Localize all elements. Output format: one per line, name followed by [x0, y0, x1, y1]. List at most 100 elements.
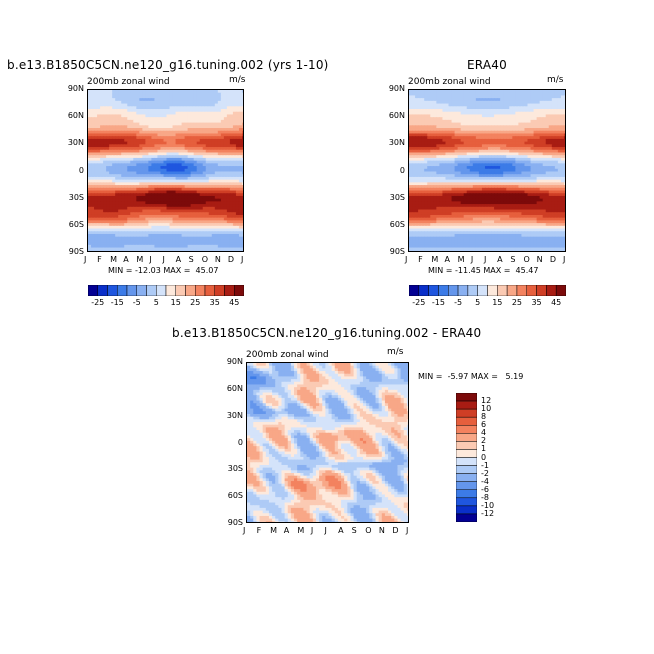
field-cell	[193, 152, 198, 156]
field-cell	[217, 250, 222, 251]
field-cell	[466, 90, 471, 94]
field-cell	[199, 149, 204, 154]
field-cell	[418, 114, 422, 118]
field-cell	[500, 147, 504, 151]
panel-era40-plot	[408, 89, 566, 252]
field-cell	[184, 228, 189, 232]
field-cell	[190, 190, 195, 194]
field-cell	[190, 163, 195, 167]
field-cell	[208, 250, 213, 251]
field-cell	[509, 128, 513, 132]
field-cell	[184, 220, 189, 224]
field-cell	[503, 106, 507, 110]
field-cell	[187, 212, 192, 216]
field-cell	[442, 100, 447, 105]
field-cell	[109, 247, 113, 251]
field-cell	[524, 119, 529, 124]
field-cell	[115, 111, 119, 116]
field-cell	[133, 239, 137, 243]
field-cell	[142, 144, 146, 148]
field-cell	[554, 122, 559, 126]
field-cell	[190, 95, 195, 99]
field-cell	[560, 133, 565, 137]
field-cell	[503, 133, 507, 137]
field-cell	[557, 138, 562, 143]
field-cell	[181, 111, 186, 116]
field-cell	[202, 157, 207, 162]
field-cell	[118, 217, 122, 221]
field-cell	[94, 223, 98, 227]
field-cell	[506, 100, 510, 105]
field-cell	[193, 166, 198, 170]
field-cell	[199, 236, 204, 241]
field-cell	[124, 190, 128, 194]
field-cell	[542, 152, 547, 156]
field-cell	[460, 152, 465, 156]
field-cell	[106, 95, 110, 99]
field-cell	[472, 125, 477, 129]
field-cell	[424, 119, 428, 124]
field-cell	[229, 163, 234, 167]
field-cell	[488, 92, 492, 97]
field-cell	[545, 179, 550, 183]
field-cell	[409, 179, 413, 183]
field-cell	[184, 147, 189, 151]
field-cell	[554, 119, 559, 124]
field-cell	[121, 201, 125, 205]
field-cell	[500, 95, 504, 99]
field-cell	[109, 117, 113, 121]
field-cell	[563, 122, 565, 126]
field-cell	[229, 201, 234, 205]
field-cell	[163, 168, 168, 173]
field-cell	[497, 125, 501, 129]
field-cell	[409, 103, 413, 107]
field-cell	[500, 128, 504, 132]
field-cell	[121, 117, 125, 121]
field-cell	[457, 125, 462, 129]
field-cell	[229, 90, 234, 94]
field-cell	[463, 136, 468, 140]
field-cell	[217, 225, 222, 230]
field-cell	[433, 138, 437, 143]
field-cell	[118, 250, 122, 251]
field-cell	[88, 193, 92, 197]
field-cell	[142, 119, 146, 124]
field-cell	[229, 157, 234, 162]
field-cell	[491, 141, 495, 145]
field-cell	[460, 90, 465, 94]
field-cell	[445, 133, 450, 137]
field-cell	[232, 95, 237, 99]
field-cell	[427, 155, 431, 159]
field-cell	[109, 160, 113, 164]
field-cell	[241, 242, 243, 246]
field-cell	[115, 204, 119, 208]
field-cell	[412, 179, 416, 183]
field-cell	[151, 130, 156, 135]
field-cell	[412, 95, 416, 99]
field-cell	[515, 117, 519, 121]
field-cell	[109, 223, 113, 227]
field-cell	[115, 244, 119, 249]
field-cell	[163, 239, 168, 243]
field-cell	[214, 95, 219, 99]
field-cell	[112, 220, 116, 224]
field-cell	[211, 193, 216, 197]
field-cell	[463, 109, 468, 113]
field-cell	[172, 138, 177, 143]
field-cell	[115, 176, 119, 181]
field-cell	[481, 128, 486, 132]
field-cell	[536, 176, 541, 181]
field-cell	[100, 117, 104, 121]
field-cell	[178, 193, 183, 197]
field-cell	[484, 144, 489, 148]
colorbar-swatch	[126, 285, 137, 296]
field-cell	[208, 125, 213, 129]
field-cell	[409, 152, 413, 156]
field-cell	[503, 155, 507, 159]
field-cell	[238, 176, 243, 181]
field-cell	[497, 168, 501, 173]
field-cell	[563, 136, 565, 140]
field-cell	[178, 201, 183, 205]
field-cell	[469, 136, 474, 140]
field-cell	[539, 141, 544, 145]
